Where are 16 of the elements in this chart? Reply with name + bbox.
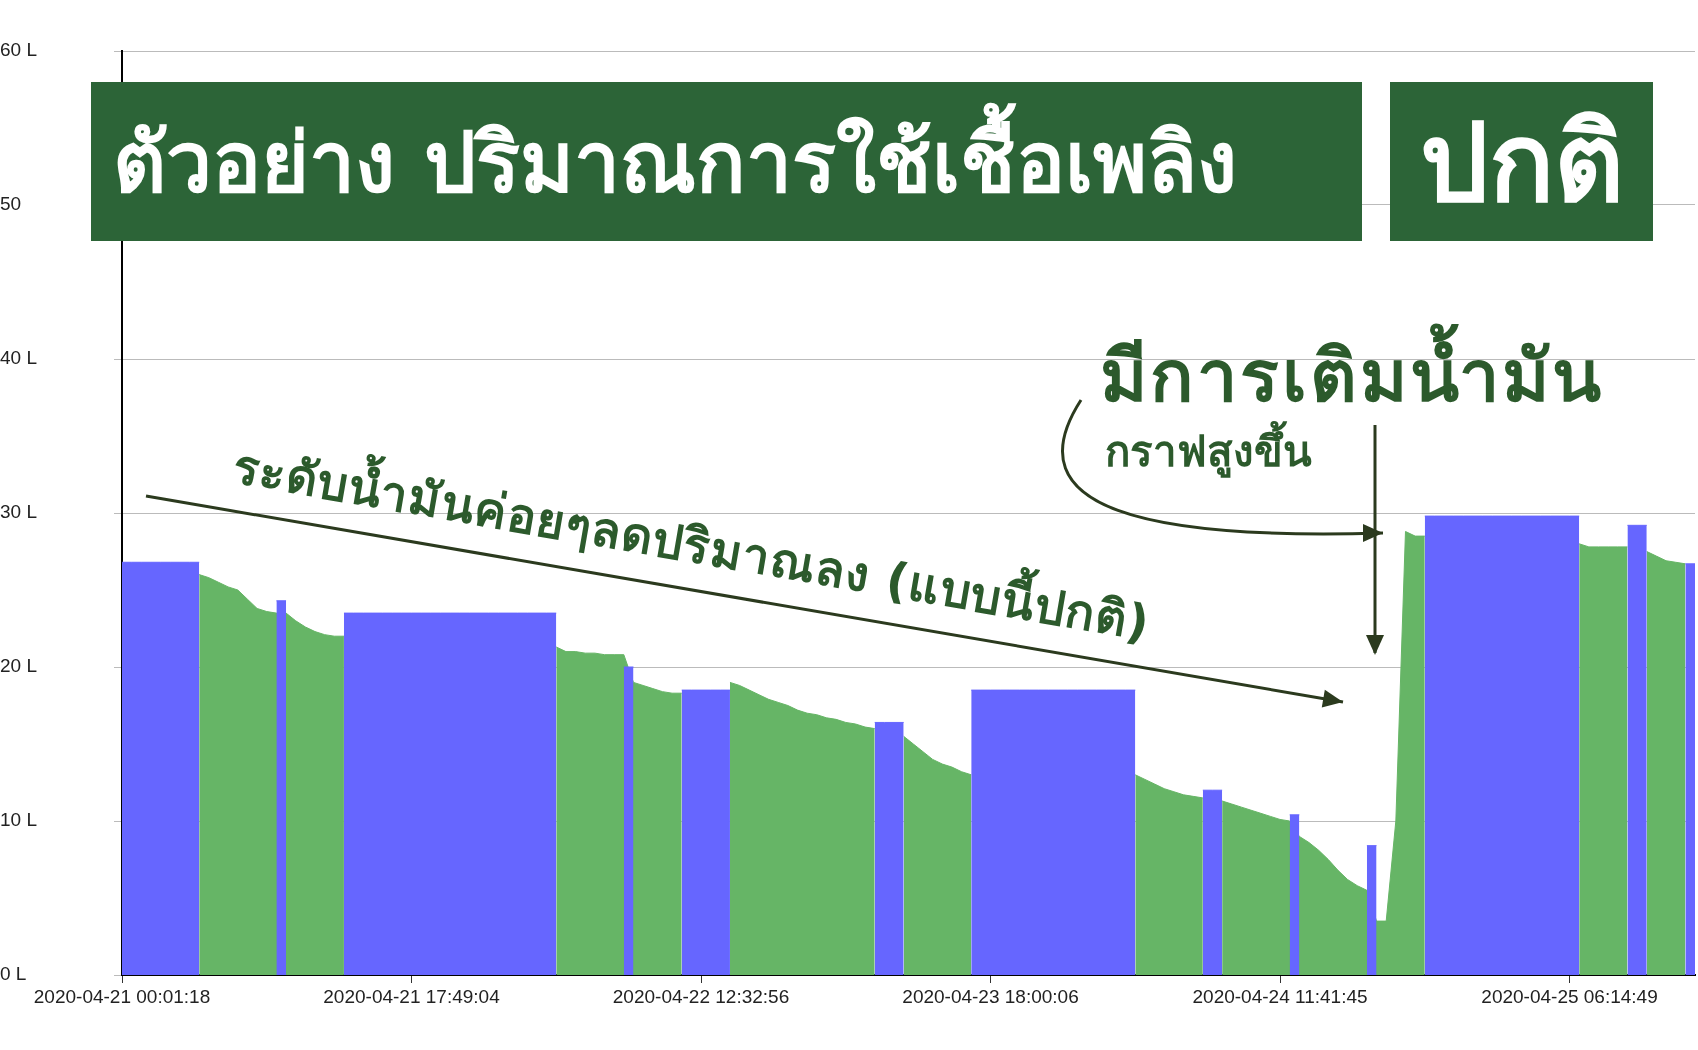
x-tick-label: 2020-04-21 00:01:18 (33, 985, 211, 1007)
x-tick-label: 2020-04-21 17:49:04 (323, 985, 501, 1007)
y-tick-label: 0 L (0, 963, 27, 985)
x-tick-label: 2020-04-22 12:32:56 (612, 985, 790, 1007)
x-tick-label: 2020-04-23 18:00:06 (902, 985, 1079, 1007)
y-tick-label: 50 (0, 193, 22, 215)
y-tick-label: 20 L (0, 655, 37, 677)
annotation: กราฟสูงขึ้น (1105, 420, 1312, 480)
x-tick-label: 2020-04-25 06:14:49 (1481, 985, 1658, 1007)
y-tick-label: 60 L (0, 39, 37, 61)
text: ปกติ (1390, 82, 1653, 241)
text: ตัวอย่าง ปริมาณการใช้เชื้อเพลิง (91, 82, 1362, 241)
x-tick-label: 2020-04-24 11:41:45 (1192, 985, 1368, 1007)
y-tick-label: 10 L (0, 809, 37, 831)
y-tick-label: 30 L (0, 501, 37, 523)
y-tick-label: 40 L (0, 347, 37, 369)
